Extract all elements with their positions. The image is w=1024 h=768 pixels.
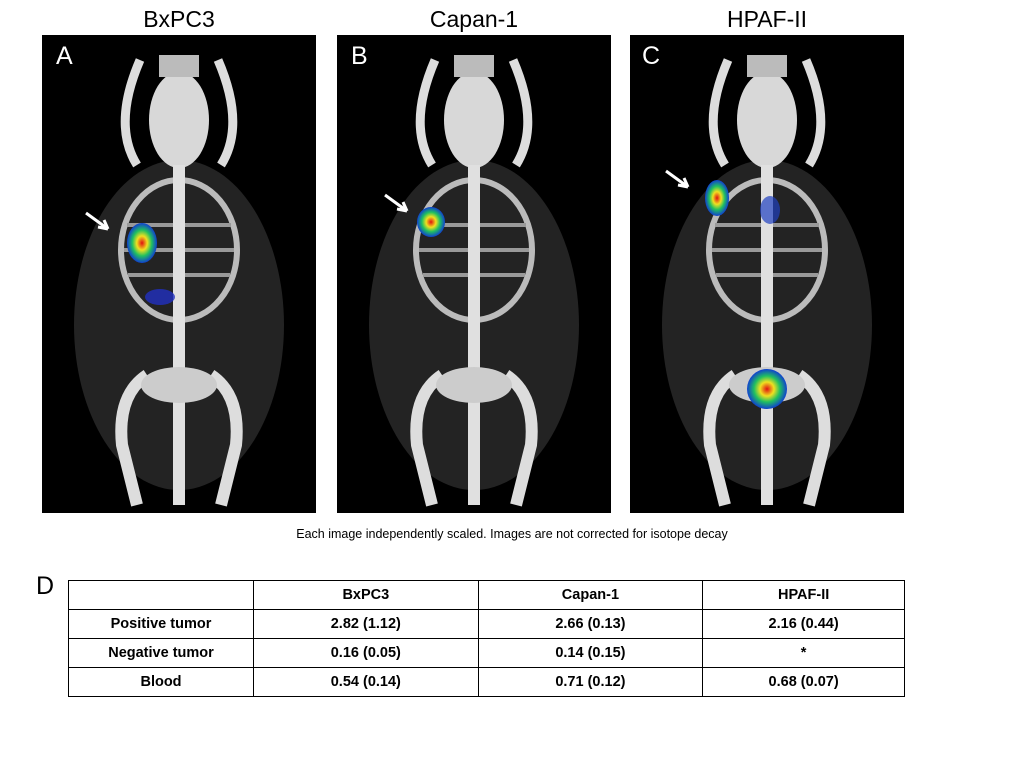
panel-letter: D [36, 572, 55, 600]
table-row: Negative tumor 0.16 (0.05) 0.14 (0.15) * [67, 638, 905, 668]
pet-ct-image [337, 35, 611, 513]
table-cell: * [702, 638, 905, 668]
panel-title: Capan-1 [429, 6, 519, 32]
panel-title: BxPC3 [143, 6, 215, 32]
table-cell: Blood [67, 667, 255, 697]
table-cell: 2.82 (1.12) [253, 609, 479, 639]
table-cell: BxPC3 [253, 580, 479, 610]
caption: Each image independently scaled. Images … [296, 527, 728, 541]
table-row: BxPC3 Capan-1 HPAF-II [67, 580, 905, 610]
table-row: Positive tumor 2.82 (1.12) 2.66 (0.13) 2.16… [67, 609, 905, 639]
pet-ct-image [630, 35, 904, 513]
table-cell: 0.68 (0.07) [702, 667, 905, 697]
panel-letter: B [351, 42, 368, 70]
panel-letter: A [56, 42, 73, 70]
table-cell: 0.54 (0.14) [253, 667, 479, 697]
table-cell: 0.16 (0.05) [253, 638, 479, 668]
pet-ct-image [42, 35, 316, 513]
panel-title: HPAF-II [726, 6, 808, 32]
table-cell: Capan-1 [477, 580, 704, 610]
table-cell: HPAF-II [702, 580, 905, 610]
table-cell [67, 580, 255, 610]
table-cell: 2.66 (0.13) [477, 609, 704, 639]
table-row: Blood 0.54 (0.14) 0.71 (0.12) 0.68 (0.07) [67, 667, 905, 697]
table-cell: 0.71 (0.12) [477, 667, 704, 697]
table-cell: 2.16 (0.44) [702, 609, 905, 639]
table-cell: Negative tumor [67, 638, 255, 668]
table-cell: 0.14 (0.15) [477, 638, 704, 668]
panel-letter: C [642, 42, 661, 70]
table-cell: Positive tumor [67, 609, 255, 639]
uptake-table: BxPC3 Capan-1 HPAF-II Positive tumor 2.82 (1… [67, 580, 905, 697]
